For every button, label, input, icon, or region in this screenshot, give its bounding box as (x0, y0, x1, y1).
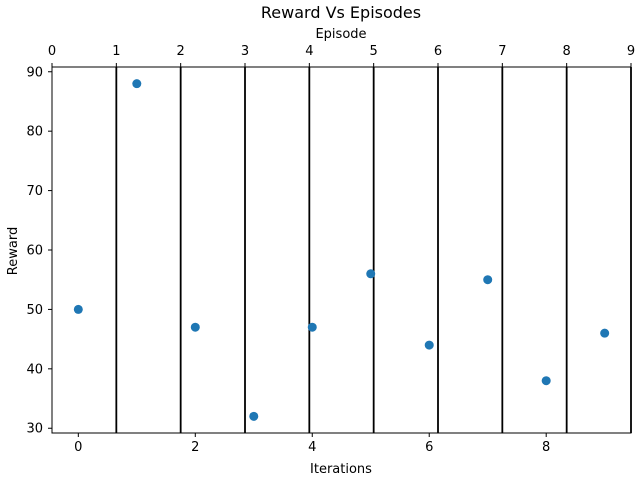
top-tick-label-7: 7 (498, 44, 506, 59)
top-tick-label-2: 2 (177, 44, 185, 59)
y-tick-label-1: 40 (26, 362, 43, 377)
top-tick-label-5: 5 (370, 44, 378, 59)
y-tick-label-0: 30 (26, 422, 43, 437)
y-tick-label-5: 80 (26, 125, 43, 140)
axis-ticks: 0 2 4 6 8 30 40 50 60 70 80 90 0 1 2 3 4 5 6 7 8 9 (26, 44, 635, 455)
top-x-axis-label: Episode (315, 27, 366, 42)
point-2 (190, 322, 200, 332)
point-6 (424, 340, 434, 350)
point-0 (73, 304, 83, 314)
point-5 (366, 269, 376, 279)
y-tick-label-6: 90 (26, 65, 43, 80)
x-axis-label: Iterations (310, 462, 372, 477)
point-7 (483, 275, 493, 285)
top-tick-label-4: 4 (305, 44, 313, 59)
x-tick-label-4: 8 (542, 440, 550, 455)
top-tick-label-1: 1 (112, 44, 120, 59)
scatter-points (73, 79, 610, 421)
x-tick-label-0: 0 (74, 440, 82, 455)
point-1 (132, 79, 142, 89)
x-tick-label-3: 6 (425, 440, 433, 455)
y-tick-label-3: 60 (26, 244, 43, 259)
point-3 (249, 411, 259, 421)
top-tick-label-0: 0 (48, 44, 56, 59)
chart-title: Reward Vs Episodes (261, 3, 421, 22)
y-axis-label: Reward (6, 227, 21, 275)
top-tick-label-3: 3 (241, 44, 249, 59)
top-tick-label-6: 6 (434, 44, 442, 59)
point-9 (600, 328, 610, 338)
plot-frame (51, 66, 632, 434)
top-tick-label-9: 9 (627, 44, 635, 59)
y-tick-label-4: 70 (26, 184, 43, 199)
x-tick-label-1: 2 (191, 440, 199, 455)
x-tick-label-2: 4 (308, 440, 316, 455)
point-8 (541, 376, 551, 386)
top-tick-label-8: 8 (563, 44, 571, 59)
vertical-lines (115, 67, 632, 433)
point-4 (307, 322, 317, 332)
y-tick-label-2: 50 (26, 303, 43, 318)
